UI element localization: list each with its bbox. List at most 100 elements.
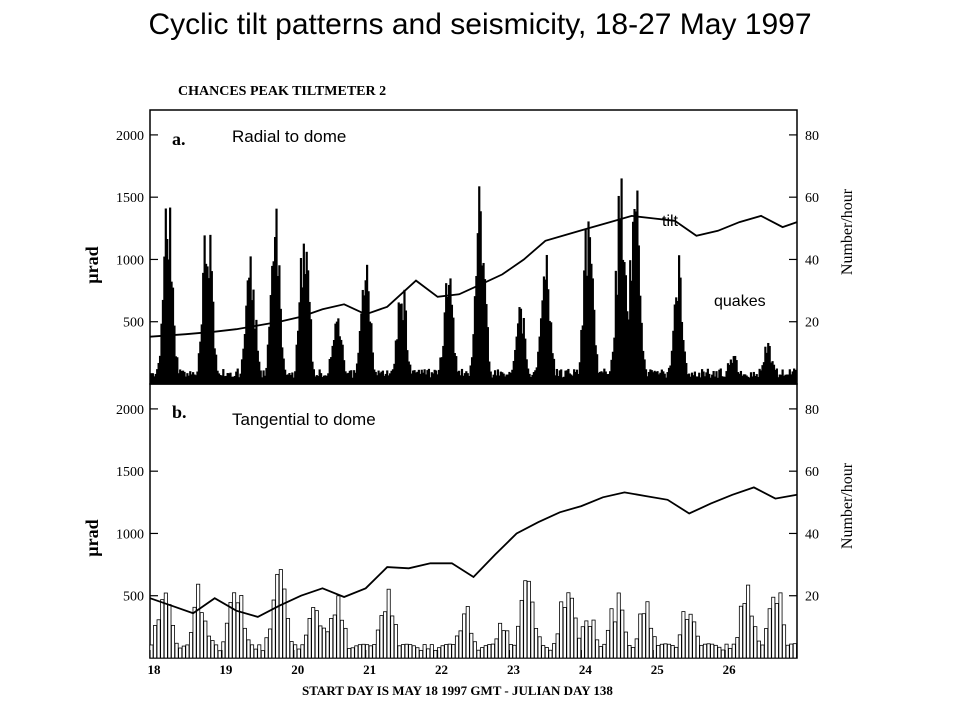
panel-a-ylabel-left: µrad: [82, 246, 102, 283]
quake-bar: [472, 334, 475, 384]
quake-bar: [775, 368, 778, 384]
day-tick-label: 24: [579, 662, 593, 677]
quake-bar: [298, 302, 301, 384]
quake-bar: [595, 639, 600, 659]
quake-bar: [192, 372, 195, 384]
quake-bar: [568, 373, 571, 384]
quake-bar: [657, 374, 661, 384]
quake-bar: [749, 372, 753, 384]
quake-bar: [393, 363, 396, 384]
quake-bar: [396, 339, 399, 384]
quake-bar: [273, 237, 277, 384]
quake-bar: [747, 376, 750, 384]
quake-bar: [256, 350, 259, 384]
quake-bar: [284, 369, 287, 384]
quake-bar: [688, 613, 693, 659]
quake-bar: [738, 373, 741, 384]
figure-frame: [65, 72, 920, 708]
quake-bar: [257, 644, 262, 659]
quake-bar: [630, 280, 633, 384]
right-tick-label: 60: [805, 191, 819, 206]
quake-bar: [337, 318, 340, 384]
quake-bar: [583, 270, 586, 384]
quake-bar: [301, 287, 304, 384]
quake-bar: [555, 368, 558, 384]
quake-bar: [268, 628, 273, 659]
quake-bar: [276, 275, 280, 384]
quake-bar: [531, 374, 534, 384]
quake-bar: [620, 178, 623, 384]
quake-bar: [686, 374, 689, 384]
quake-bar: [728, 364, 731, 384]
quake-bar: [412, 370, 415, 384]
day-tick-label: 21: [363, 662, 376, 677]
quake-bar: [275, 208, 278, 384]
quake-bar: [534, 370, 537, 384]
quake-bar: [318, 625, 323, 659]
quake-bar: [224, 622, 229, 659]
quake-bar: [514, 349, 517, 384]
quake-bar: [596, 354, 599, 384]
quake-bar: [659, 643, 664, 659]
quake-bar: [645, 601, 650, 659]
quake-bar: [338, 336, 341, 384]
quake-bar: [466, 373, 469, 384]
quake-bar: [716, 377, 720, 384]
quake-bar: [177, 373, 180, 384]
quake-bar: [713, 376, 717, 384]
quake-bar: [462, 613, 467, 659]
quake-bar: [401, 644, 406, 659]
quake-bar: [216, 370, 219, 384]
quake-bar: [685, 619, 690, 659]
day-tick-label: 23: [507, 662, 521, 677]
quake-bar: [282, 588, 287, 659]
quake-bar: [634, 638, 639, 659]
quake-bar: [521, 333, 524, 384]
quake-bar: [550, 322, 553, 384]
quake-bar: [584, 620, 589, 659]
quake-bar: [350, 370, 353, 384]
quake-bar: [679, 277, 682, 384]
quake-bar: [702, 643, 707, 659]
quake-bar: [660, 369, 663, 384]
quake-bar: [248, 277, 251, 384]
quake-bar: [788, 369, 791, 384]
quake-bar: [762, 362, 766, 384]
quake-bar: [285, 374, 288, 384]
quake-bar: [429, 377, 432, 384]
quake-bar: [703, 376, 707, 384]
quake-bar: [170, 281, 173, 384]
quake-bar: [669, 365, 672, 384]
quake-bar: [443, 312, 446, 384]
quake-bar: [442, 345, 445, 384]
quake-bar: [456, 371, 459, 384]
quake-bar: [721, 376, 724, 384]
quake-bar: [161, 299, 165, 384]
quake-bar: [269, 295, 272, 384]
quake-bar: [436, 374, 439, 384]
quake-bar: [197, 353, 200, 384]
quake-bar: [680, 321, 684, 384]
quake-bar: [573, 617, 578, 659]
quake-bar: [642, 350, 645, 384]
quake-bar: [238, 377, 241, 384]
panel-a-tilt-line: [149, 214, 798, 338]
quake-bar: [321, 627, 326, 659]
quake-bar: [416, 371, 419, 384]
quake-bar: [190, 374, 193, 384]
quake-bar: [627, 645, 632, 659]
quake-bar: [394, 340, 397, 384]
quake-bar: [296, 330, 300, 384]
quake-bar: [689, 376, 692, 384]
quake-bar: [451, 644, 456, 659]
quake-bar: [711, 374, 714, 384]
quake-bar: [171, 624, 176, 659]
quake-bar: [389, 373, 392, 384]
quake-bar: [724, 376, 727, 384]
quake-bar: [567, 368, 570, 384]
quake-bar: [524, 338, 527, 384]
quake-bar: [653, 370, 656, 384]
quake-bar: [311, 607, 316, 659]
quake-bar: [213, 348, 216, 384]
